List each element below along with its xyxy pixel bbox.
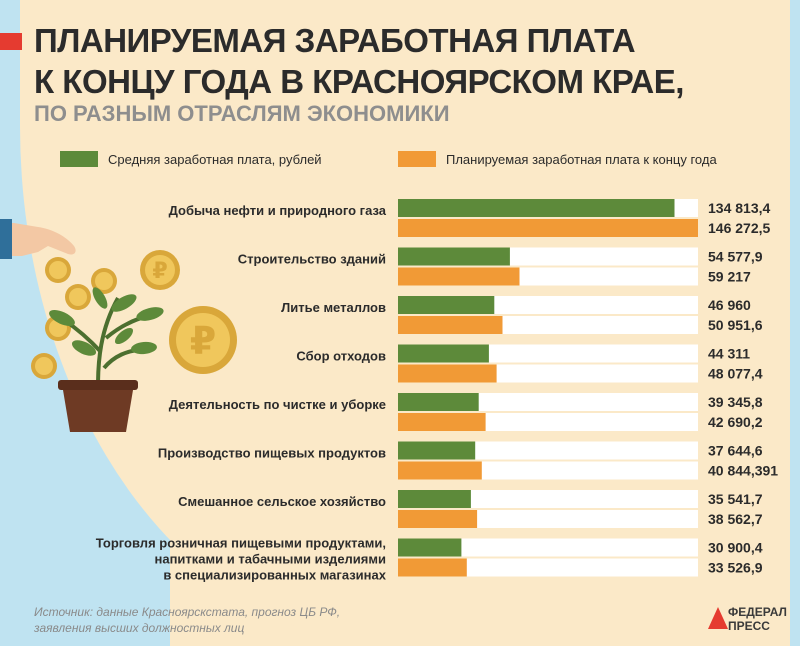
legend-label-average: Средняя заработная плата, рублей	[108, 151, 322, 167]
bar-planned	[398, 461, 482, 480]
bar-average	[398, 296, 495, 314]
ruble-coin-icon: ₽	[169, 306, 237, 374]
value-label-average: 37 644,6	[708, 443, 763, 459]
source-line-1: Источник: данные Красноярскстата, прогно…	[34, 605, 341, 619]
value-label-average: 39 345,8	[708, 394, 763, 410]
bar-planned	[398, 267, 520, 286]
svg-text:₽: ₽	[190, 319, 216, 363]
bar-planned	[398, 219, 698, 237]
logo-triangle-icon	[708, 607, 728, 629]
bar-average	[398, 538, 462, 557]
category-label: Литье металлов	[281, 300, 386, 315]
value-label-planned: 33 526,9	[708, 560, 763, 576]
bar-average	[398, 490, 471, 508]
hand-icon	[0, 223, 76, 256]
category-label: Смешанное сельское хозяйство	[178, 494, 386, 509]
value-label-average: 46 960	[708, 297, 751, 313]
coin-icon	[91, 268, 117, 294]
ruble-coin-icon: ₽	[140, 250, 180, 290]
page-title-line-2: К КОНЦУ ГОДА В КРАСНОЯРСКОМ КРАЕ,	[34, 63, 684, 100]
coin-icon	[65, 284, 91, 310]
plant-stem-icon	[62, 297, 149, 387]
bar-average	[398, 344, 489, 363]
legend-item-planned: Планируемая заработная плата к концу год…	[398, 150, 717, 168]
logo-line-1: ФЕДЕРАЛ	[728, 605, 787, 619]
bar-planned	[398, 413, 486, 431]
legend-swatch-average	[60, 151, 98, 167]
value-label-average: 134 813,4	[708, 200, 770, 216]
bar-track	[398, 538, 698, 557]
value-label-average: 44 311	[708, 346, 750, 362]
plant-leaves-icon	[49, 287, 164, 356]
logo-text: ФЕДЕРАЛ ПРЕСС	[728, 605, 787, 633]
bar-planned	[398, 316, 503, 334]
value-label-planned: 59 217	[708, 269, 751, 285]
value-label-planned: 42 690,2	[708, 414, 763, 430]
value-label-average: 30 900,4	[708, 540, 763, 556]
bar-planned	[398, 364, 497, 383]
bar-average	[398, 393, 479, 411]
category-label: Добыча нефти и природного газа	[169, 203, 387, 218]
bar-track	[398, 558, 698, 577]
category-label: Производство пищевых продуктов	[158, 446, 386, 461]
bar-average	[398, 441, 476, 460]
bar-planned	[398, 558, 467, 577]
bars-group: 134 813,4 146 272,5 Добыча нефти и природн…	[96, 199, 778, 583]
category-label: Торговля розничная пищевыми продуктами, н…	[96, 536, 387, 583]
plant-illustration: ₽ ₽	[0, 219, 237, 432]
logo-line-2: ПРЕСС	[728, 619, 770, 633]
legend-item-average: Средняя заработная плата, рублей	[60, 150, 322, 168]
value-label-planned: 146 272,5	[708, 220, 770, 236]
category-label: Строительство зданий	[238, 252, 386, 267]
bar-track	[398, 490, 698, 508]
value-label-planned: 50 951,6	[708, 317, 763, 333]
value-label-planned: 40 844,391	[708, 463, 778, 479]
coin-icon	[31, 353, 57, 379]
legend-swatch-planned	[398, 151, 436, 167]
legend-label-planned: Планируемая заработная плата к концу год…	[446, 151, 717, 167]
title-accent-mark	[0, 33, 22, 50]
source-line-2: заявления высших должностных лиц	[34, 621, 245, 635]
page-subtitle: ПО РАЗНЫМ ОТРАСЛЯМ ЭКОНОМИКИ	[34, 101, 450, 126]
svg-text:₽: ₽	[152, 259, 167, 284]
bar-average	[398, 199, 675, 217]
flower-pot-icon	[62, 384, 134, 432]
page-title-line-1: ПЛАНИРУЕМАЯ ЗАРАБОТНАЯ ПЛАТА	[34, 22, 636, 59]
category-label: Сбор отходов	[296, 349, 386, 364]
value-label-planned: 48 077,4	[708, 366, 763, 382]
source-note: Источник: данные Красноярскстата, прогно…	[34, 604, 340, 636]
bar-average	[398, 247, 510, 266]
sleeve-cuff-icon	[0, 219, 12, 259]
bar-planned	[398, 510, 478, 528]
coin-icon	[45, 257, 71, 283]
flower-pot-rim-icon	[58, 380, 138, 390]
value-label-planned: 38 562,7	[708, 511, 763, 527]
value-label-average: 35 541,7	[708, 491, 763, 507]
category-label: Деятельность по чистке и уборке	[169, 397, 386, 412]
value-label-average: 54 577,9	[708, 249, 763, 265]
